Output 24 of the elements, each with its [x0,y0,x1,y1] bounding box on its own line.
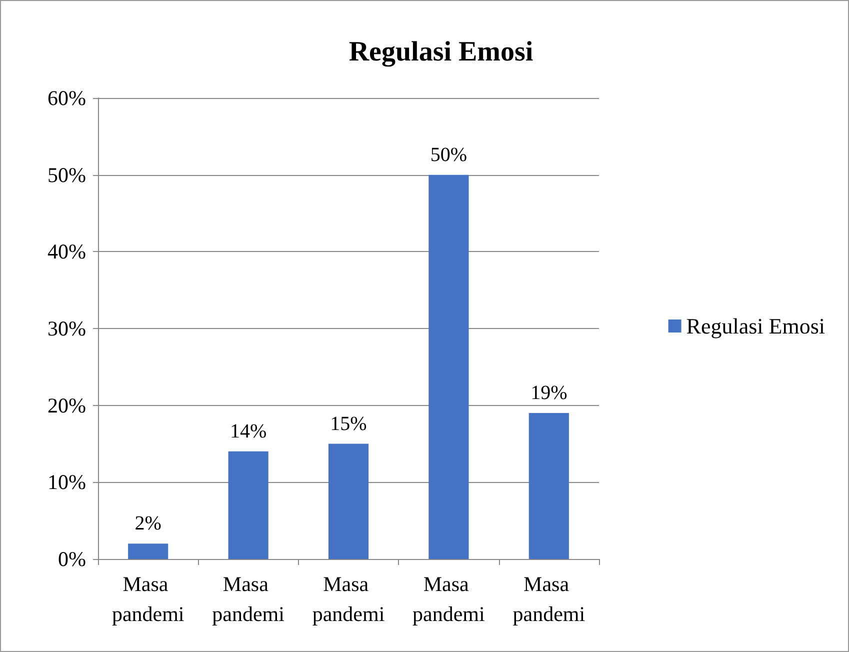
data-label: 14% [230,420,267,442]
data-label: 19% [530,382,568,404]
x-tick-label: Masa pandemi [212,572,285,626]
x-tick-label: Masa pandemi [312,572,385,626]
data-label: 2% [134,512,162,535]
y-tick-label: 30% [48,316,86,340]
y-tick-label: 40% [48,240,86,264]
x-tick-label: Masa pandemi [412,572,486,626]
y-tick-label: 10% [48,470,86,494]
bar [228,451,268,559]
x-tick-label: Masa pandemi [112,572,184,626]
bar [328,444,369,559]
data-label: 15% [330,412,367,435]
bar [528,413,569,559]
y-tick-label: 50% [48,162,86,187]
y-tick-label: 20% [48,393,86,418]
data-label: 50% [430,144,468,166]
legend-label: Regulasi Emosi [686,314,826,338]
bar [128,544,168,559]
y-tick-label: 0% [58,547,86,571]
chart-title: Regulasi Emosi [348,36,534,68]
y-tick-label: 60% [48,86,86,110]
bar [428,174,469,559]
x-tick-label: Masa pandemi [512,572,586,626]
